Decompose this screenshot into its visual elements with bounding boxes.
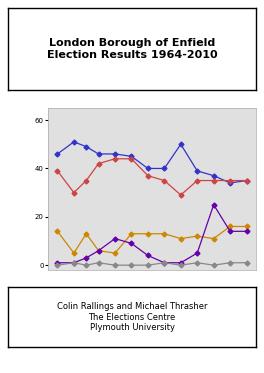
Text: Colin Rallings and Michael Thrasher
The Elections Centre
Plymouth University: Colin Rallings and Michael Thrasher The …	[57, 302, 207, 332]
Text: London Borough of Enfield
Election Results 1964-2010: London Borough of Enfield Election Resul…	[47, 38, 217, 60]
